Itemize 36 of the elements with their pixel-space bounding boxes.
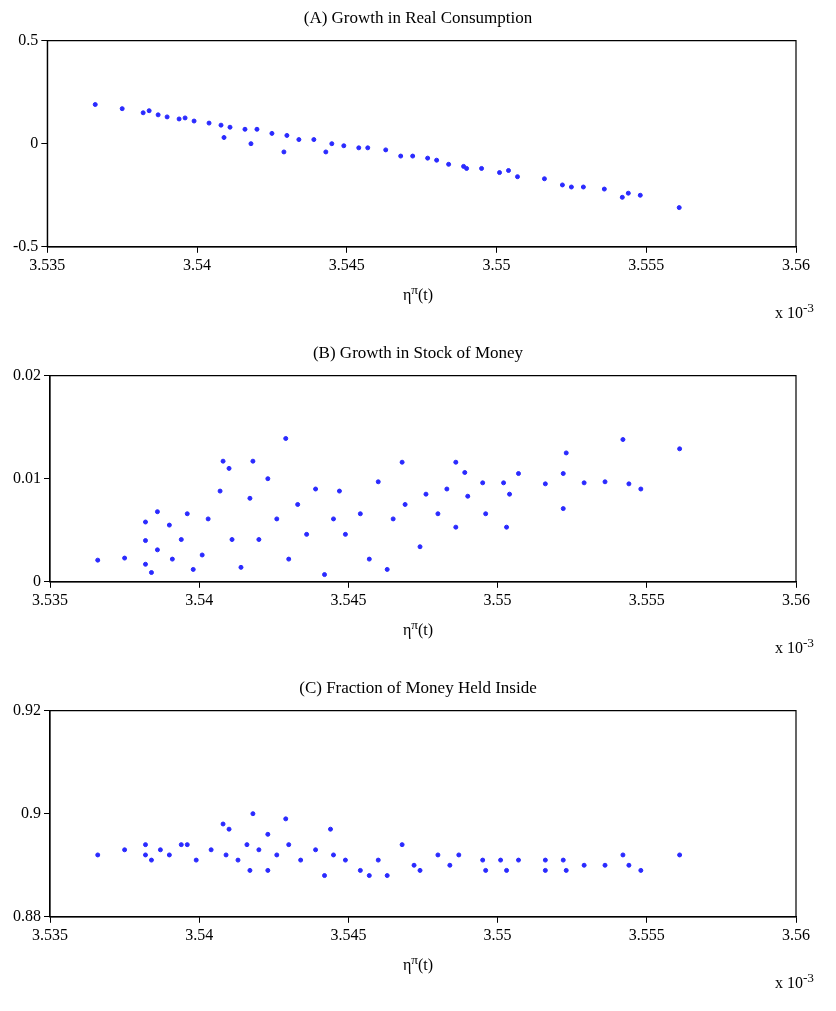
- x-tick-label: 3.56: [782, 255, 810, 273]
- x-tick-label: 3.56: [782, 925, 810, 943]
- x-tick-label: 3.55: [482, 255, 511, 273]
- y-tick-label: 0.02: [13, 365, 41, 383]
- x-tick-label: 3.545: [330, 590, 367, 608]
- y-tick-label: -0.5: [13, 237, 39, 254]
- x-tick-label: 3.56: [782, 590, 810, 608]
- x-tick-label: 3.545: [328, 255, 365, 273]
- x-tick-label: 3.545: [330, 925, 367, 943]
- x-axis-title: η$^{π}$(t): [402, 952, 434, 974]
- text: x 10$^{-3}$: [774, 300, 814, 323]
- chart-title: (C) Fraction of Money Held Inside: [298, 678, 538, 698]
- x-tick-label: 3.54: [185, 590, 214, 608]
- y-tick-label: 0: [30, 133, 39, 151]
- x-tick-label: 3.55: [483, 925, 512, 943]
- y-tick-label: 0: [33, 572, 41, 589]
- x-tick-label: 3.555: [628, 925, 665, 943]
- x-tick-label: 3.55: [483, 590, 512, 608]
- x-tick-label: 3.535: [29, 255, 66, 273]
- x-tick-label: 3.555: [628, 255, 665, 273]
- text: x 10$^{-3}$: [774, 970, 814, 993]
- x-tick-label: 3.535: [32, 925, 68, 943]
- y-tick-label: 0.88: [13, 907, 41, 924]
- x-tick-label: 3.54: [183, 255, 212, 273]
- chart-title: (B) Growth in Stock of Money: [311, 343, 525, 363]
- x-tick-label: 3.555: [628, 590, 665, 608]
- x-tick-label: 3.54: [185, 925, 214, 943]
- chart-title: (A) Growth in Real Consumption: [302, 8, 534, 28]
- text: x 10$^{-3}$: [774, 635, 814, 658]
- y-tick-label: 0.01: [13, 468, 41, 486]
- x-tick-label: 3.535: [32, 590, 68, 608]
- y-tick-label: 0.92: [13, 700, 41, 718]
- x-axis-title: η$^{π}$(t): [402, 282, 434, 304]
- y-tick-label: 0.9: [21, 803, 41, 821]
- x-axis-title: η$^{π}$(t): [402, 617, 434, 639]
- y-tick-label: 0.5: [18, 30, 39, 48]
